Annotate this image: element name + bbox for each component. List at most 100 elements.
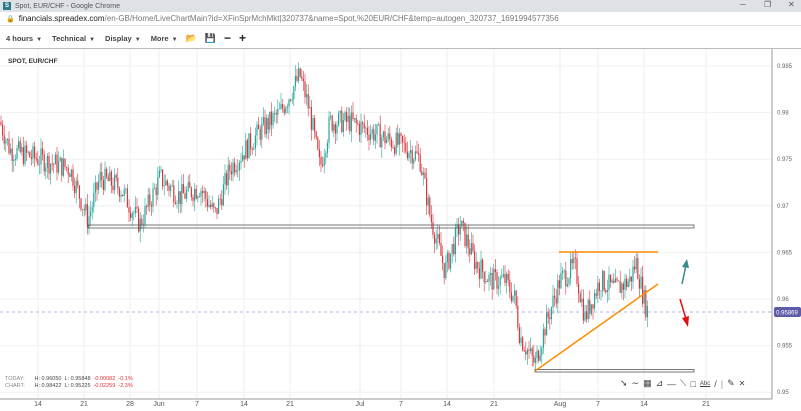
candle-body (373, 129, 375, 141)
candle-body (541, 348, 543, 356)
plus-icon[interactable]: + (239, 31, 247, 45)
save-icon[interactable]: 💾 (204, 32, 216, 43)
candle-body (278, 108, 280, 110)
candle-body (102, 179, 104, 190)
line-icon[interactable]: / (714, 378, 717, 389)
arrow-icon[interactable]: ➘ (620, 378, 628, 388)
candle-body (43, 154, 45, 172)
candle-body (451, 244, 453, 254)
candle-body (368, 134, 370, 141)
candle-body (237, 170, 239, 171)
candle-body (403, 142, 405, 143)
candle-body (61, 157, 63, 176)
candle-body (274, 112, 276, 114)
fib-grid-icon[interactable]: ▦ (643, 378, 652, 388)
candle-body (200, 191, 202, 197)
display-dropdown[interactable]: Display ▼ (105, 33, 141, 43)
candle-body (342, 120, 344, 132)
candle-body (422, 172, 424, 175)
folder-open-icon[interactable]: 📂 (185, 32, 197, 43)
trend-line-icon[interactable]: ⟍ (680, 378, 687, 388)
candle-body (29, 151, 31, 158)
chart-toolbar: 4 hours ▼ Technical ▼ Display ▼ More ▼ 📂 💾 −… (0, 30, 250, 46)
candle-body (394, 147, 396, 154)
candle-body (624, 278, 626, 290)
candle-body (389, 133, 391, 140)
candle-body (42, 148, 44, 155)
candle-body (21, 147, 23, 152)
maximize-icon[interactable]: ❐ (764, 0, 772, 9)
candle-body (429, 197, 431, 215)
close-window-icon[interactable]: ✕ (788, 0, 795, 9)
candle-body (347, 115, 349, 122)
candle-body (205, 190, 207, 199)
candle-body (328, 117, 330, 143)
candle-body (186, 190, 188, 199)
candle-body (334, 124, 336, 134)
candle-body (272, 113, 274, 125)
candle-body (109, 171, 111, 182)
candle-body (190, 187, 192, 198)
candle-body (112, 185, 114, 191)
candle-body (277, 108, 279, 115)
candle-body (341, 110, 343, 132)
y-tick-label: 0.97 (777, 204, 789, 210)
candle-body (584, 311, 586, 321)
candle-body (526, 349, 528, 355)
text-icon[interactable]: Abc (699, 380, 711, 387)
candle-body (216, 207, 218, 214)
candle-body (195, 188, 197, 199)
candle-body (146, 206, 148, 208)
candle-body (34, 146, 36, 158)
candle-body (75, 180, 77, 194)
candle-body (458, 224, 460, 235)
candle-body (486, 281, 488, 282)
address-bar[interactable]: 🔒 financials.spreadex.com/en-GB/Home/Liv… (0, 12, 801, 26)
candle-body (570, 259, 572, 279)
drawing-toolbar: ➘ ∼ ▦ ⊿ — ⟍ □ Abc / | ✎ ✕ (620, 378, 745, 389)
x-tick-label: Jun (153, 401, 164, 408)
more-dropdown[interactable]: More ▼ (150, 33, 178, 43)
y-tick-label: 0.965 (777, 250, 793, 256)
minimize-icon[interactable]: ─ (740, 0, 746, 9)
technical-dropdown[interactable]: Technical ▼ (52, 33, 96, 43)
candle-body (91, 207, 93, 212)
candle-body (491, 273, 493, 290)
candle-body (539, 355, 541, 361)
candle-body (632, 266, 634, 282)
y-tick-label: 0.955 (777, 344, 793, 350)
candle-body (504, 273, 506, 284)
horizontal-line-icon[interactable]: — (667, 378, 677, 389)
minus-icon[interactable]: − (224, 31, 232, 45)
candle-body (374, 134, 376, 141)
candle-body (571, 259, 573, 264)
fan-icon[interactable]: ⊿ (655, 378, 664, 388)
candle-body (536, 350, 538, 359)
candle-body (552, 295, 554, 308)
candle-body (288, 99, 290, 107)
candle-body (290, 99, 292, 101)
candle-body (381, 137, 383, 148)
chart-symbol: SPOT, EUR/CHF (8, 58, 58, 65)
candle-body (619, 280, 621, 293)
candle-body (614, 278, 616, 283)
url-path: /en-GB/Home/LiveChartMain?id=XFinSprMchM… (104, 14, 559, 23)
candle-body (568, 278, 570, 285)
rectangle-icon[interactable]: □ (690, 378, 696, 389)
candle-body (550, 307, 552, 320)
close-icon[interactable]: ✕ (738, 379, 746, 388)
candle-body (18, 141, 20, 149)
candle-body (254, 135, 256, 149)
curve-icon[interactable]: ∼ (631, 378, 640, 388)
candle-body (245, 140, 247, 160)
x-tick-label: 14 (443, 401, 451, 408)
candle-body (518, 327, 520, 344)
candle-body (630, 276, 632, 282)
chart-area[interactable]: 14 21 28 Jun 7 14 21 Jul 7 14 21 Aug 7 14 21 0.985 0.98 0… (0, 48, 801, 410)
candle-body (120, 194, 122, 197)
interval-dropdown[interactable]: 4 hours ▼ (6, 33, 43, 43)
candle-body (101, 172, 103, 180)
candle-body (562, 270, 564, 273)
candle-body (280, 104, 282, 109)
pencil-icon[interactable]: ✎ (727, 378, 735, 388)
